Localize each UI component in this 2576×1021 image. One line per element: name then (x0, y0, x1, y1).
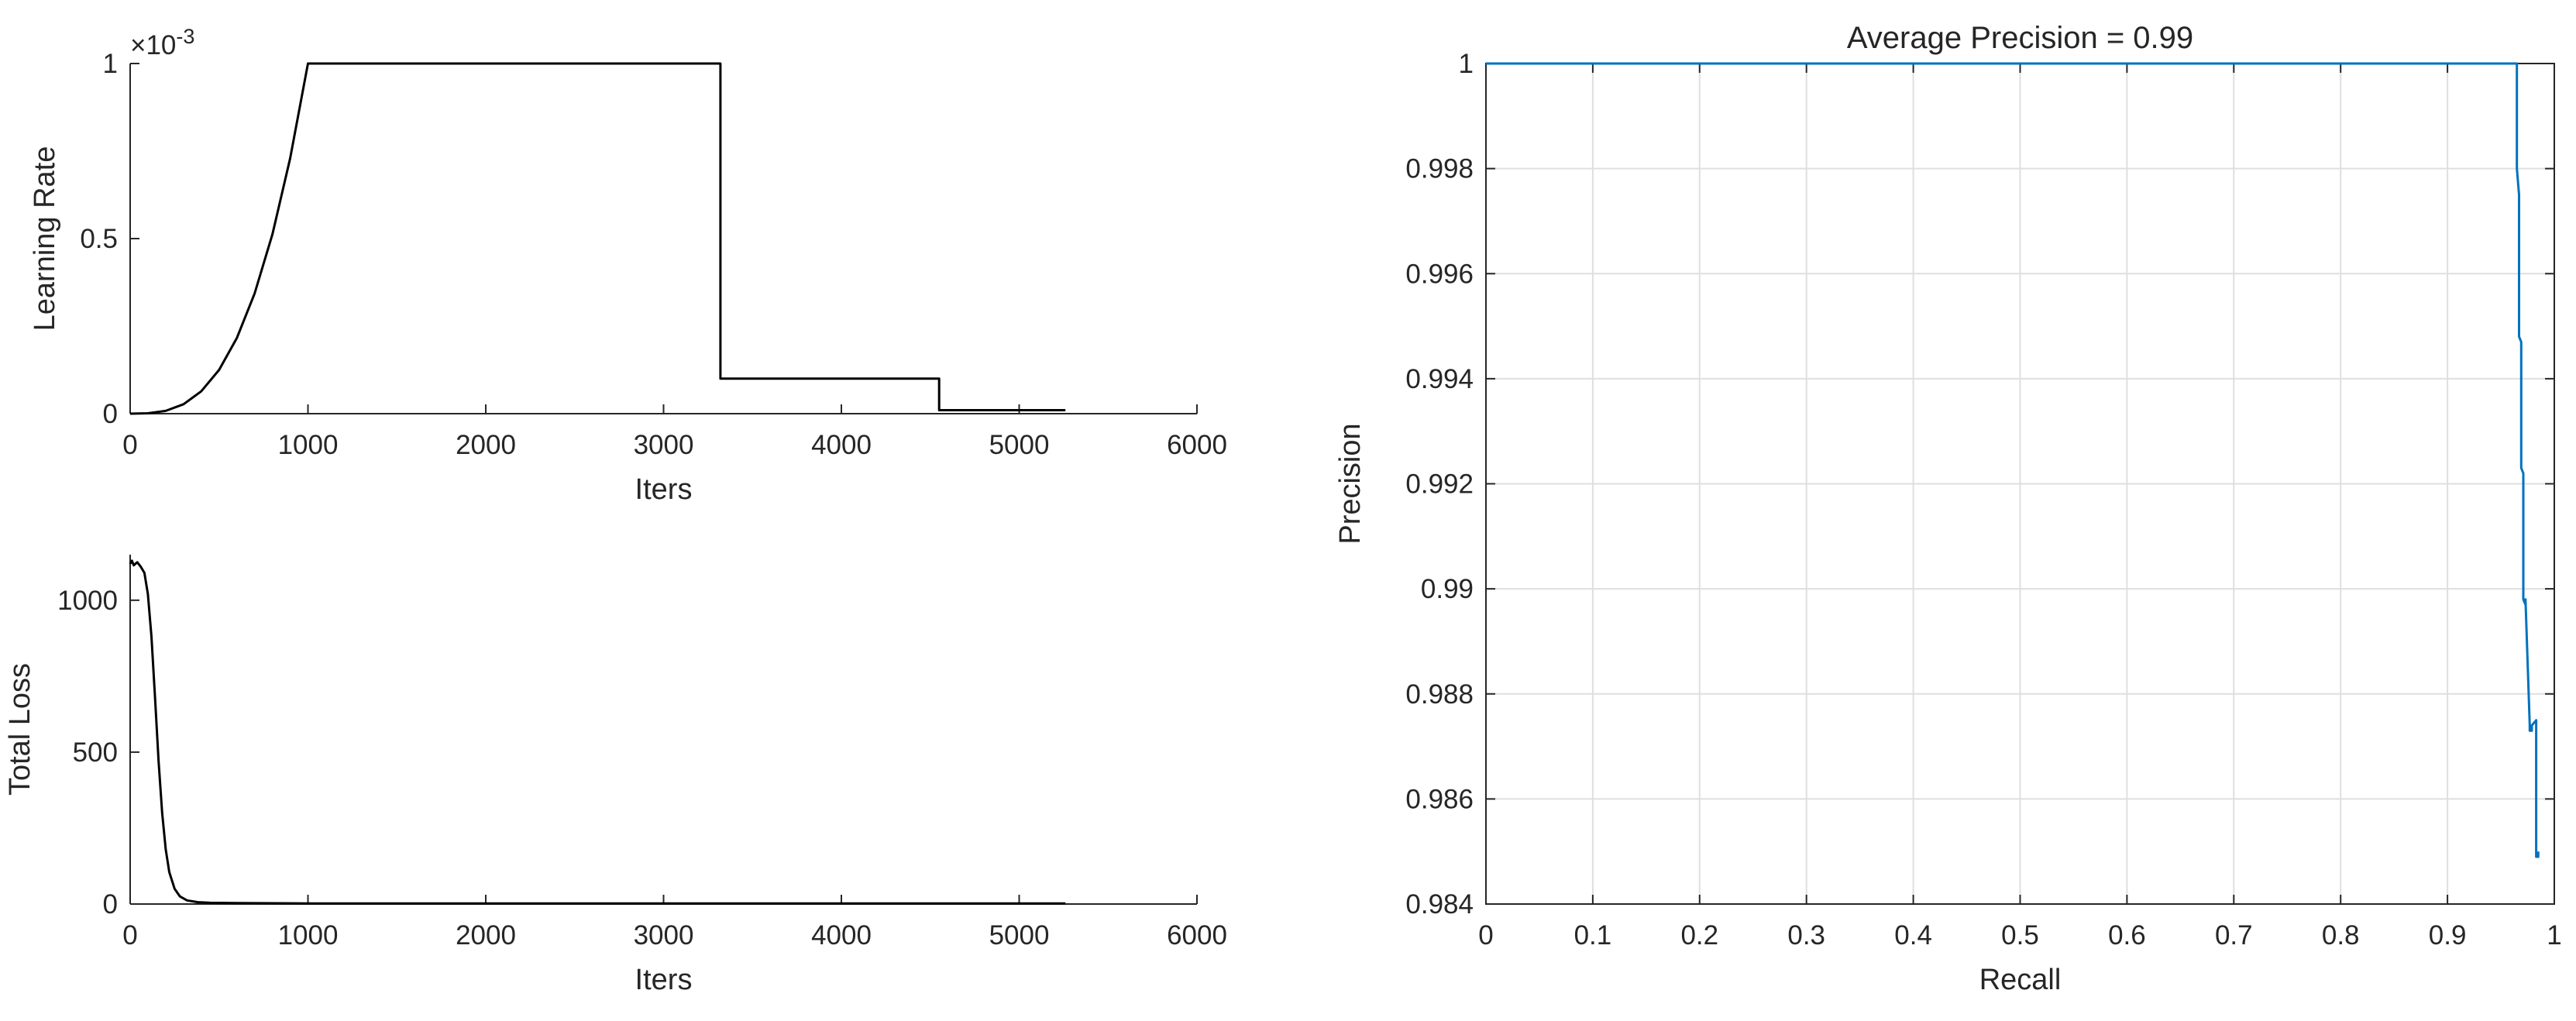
pr-x-axis-label: Recall (1979, 964, 2062, 996)
pr-x-tick-label: 0.5 (2001, 920, 2039, 951)
pr-y-tick-label: 0.996 (1405, 259, 1474, 289)
pr-y-tick-label: 0.992 (1405, 469, 1474, 500)
pr-x-tick-label: 0.6 (2108, 920, 2146, 951)
pr-chart-title: Average Precision = 0.99 (1847, 21, 2193, 55)
loss-x-tick-label: 0 (122, 920, 137, 951)
pr-x-tick-label: 0.4 (1894, 920, 1932, 951)
pr-x-tick-label: 0.2 (1680, 920, 1718, 951)
pr-y-axis-label: Precision (1334, 423, 1367, 544)
pr-x-tick-label: 0.9 (2429, 920, 2467, 951)
loss-y-tick-label: 0 (103, 889, 118, 920)
lr-x-tick-label: 5000 (989, 430, 1050, 460)
loss-y-tick-label: 1000 (57, 586, 118, 616)
lr-x-axis-label: Iters (635, 473, 693, 506)
loss-series-line (129, 559, 1066, 905)
loss-y-axis-label: Total Loss (4, 663, 36, 796)
lr-x-tick-label: 4000 (811, 430, 872, 460)
lr-y-axis-label: Learning Rate (29, 146, 61, 332)
loss-x-tick-label: 3000 (634, 920, 694, 951)
loss-x-axis-label: Iters (635, 964, 693, 996)
pr-x-tick-label: 0.7 (2215, 920, 2253, 951)
lr-y-tick-label: 0.5 (80, 224, 118, 254)
pr-y-tick-label: 0.988 (1405, 679, 1474, 710)
pr-y-tick-label: 0.986 (1405, 784, 1474, 814)
loss-y-tick-label: 500 (73, 737, 118, 768)
loss-x-tick-label: 5000 (989, 920, 1050, 951)
loss-x-tick-label: 6000 (1167, 920, 1227, 951)
lr-y-exponent-label: ×10-3 (130, 25, 194, 60)
lr-x-tick-label: 1000 (278, 430, 339, 460)
loss-x-tick-label: 1000 (278, 920, 339, 951)
pr-y-tick-label: 0.99 (1421, 574, 1474, 604)
loss-x-tick-label: 2000 (456, 920, 516, 951)
pr-y-tick-label: 1 (1459, 49, 1474, 79)
learning-rate-chart: 0 1000 2000 3000 4000 5000 6000 0 0.5 1 Iters Learn… (29, 25, 1227, 506)
pr-y-tick-label: 0.984 (1405, 889, 1474, 920)
pr-x-tick-label: 1 (2547, 920, 2561, 951)
pr-y-tick-label: 0.998 (1405, 154, 1474, 184)
lr-x-tick-label: 6000 (1167, 430, 1227, 460)
pr-x-tick-label: 0.1 (1574, 920, 1612, 951)
lr-y-tick-label: 1 (103, 49, 118, 79)
loss-x-tick-label: 4000 (811, 920, 872, 951)
lr-x-tick-label: 3000 (634, 430, 694, 460)
lr-y-tick-label: 0 (103, 399, 118, 429)
lr-series-line (129, 62, 1066, 415)
lr-x-tick-label: 2000 (456, 430, 516, 460)
precision-recall-chart: 0 0.1 0.2 0.3 0.4 0.5 0.6 0.7 0.8 0.9 1 0.984 0.986 0… (1334, 21, 2562, 996)
pr-x-tick-label: 0.8 (2322, 920, 2360, 951)
pr-y-tick-label: 0.994 (1405, 364, 1474, 394)
total-loss-chart: 0 1000 2000 3000 4000 5000 6000 0 500 1000 Iters To… (4, 555, 1227, 996)
pr-x-tick-label: 0 (1478, 920, 1493, 951)
pr-series-line (1486, 62, 2540, 858)
pr-x-tick-label: 0.3 (1787, 920, 1825, 951)
lr-x-tick-label: 0 (122, 430, 137, 460)
